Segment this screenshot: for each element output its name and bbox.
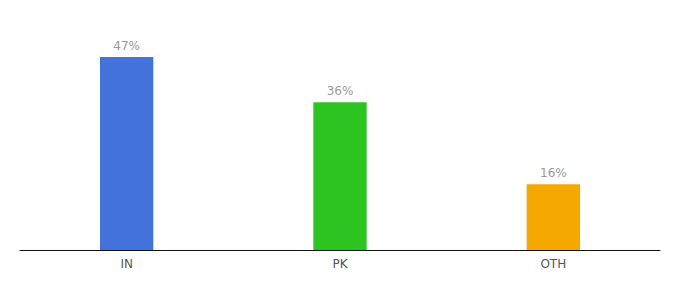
- svg-text:36%: 36%: [327, 84, 354, 98]
- svg-text:47%: 47%: [113, 39, 140, 53]
- svg-text:IN: IN: [120, 257, 133, 271]
- svg-text:PK: PK: [332, 257, 348, 271]
- svg-text:16%: 16%: [540, 166, 567, 180]
- svg-text:OTH: OTH: [540, 257, 566, 271]
